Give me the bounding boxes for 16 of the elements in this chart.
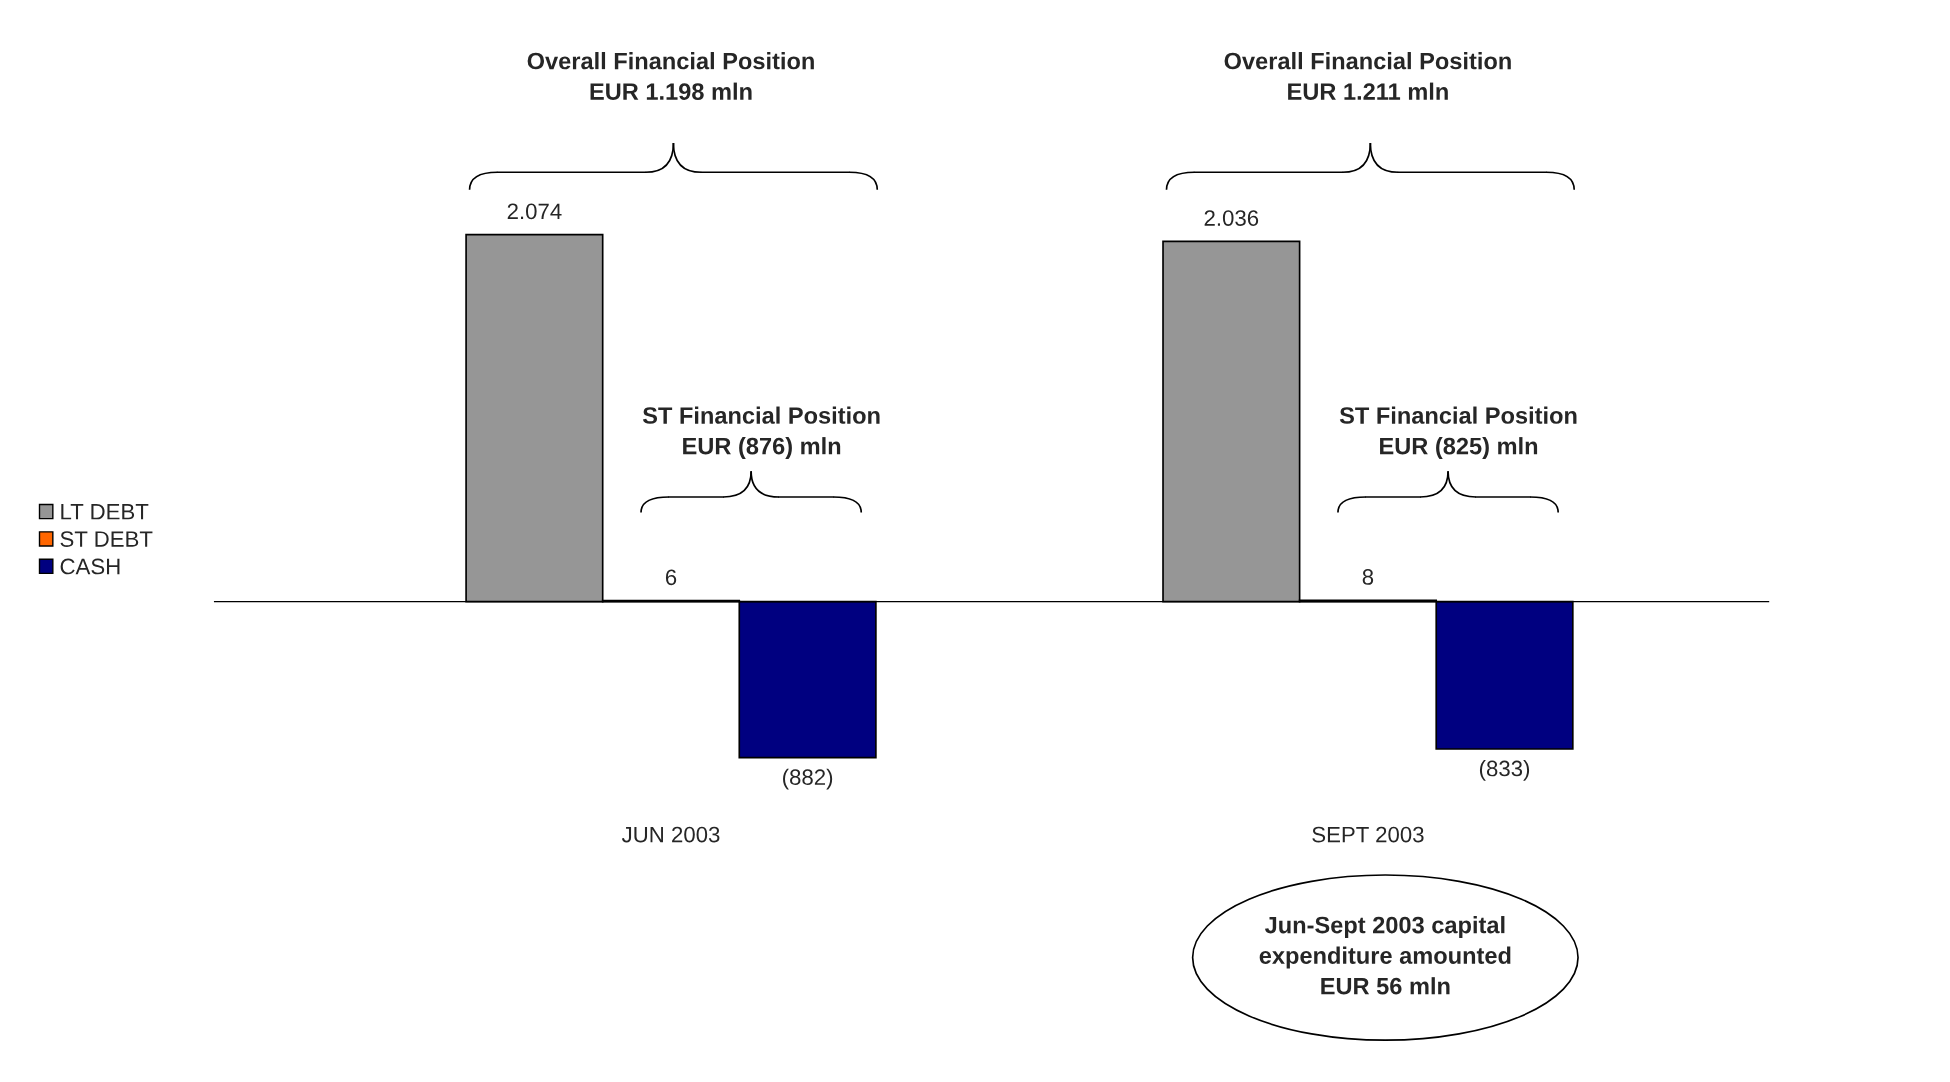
legend-label: ST DEBT [60,531,153,547]
annotation: ST Financial Position EUR (825) mln [1339,406,1577,460]
data-label: 2.074 [507,203,562,220]
annotation: ST Financial Position EUR (876) mln [642,406,880,460]
x-tick-label: SEPT 2003 [1312,826,1424,843]
legend-label: CASH [60,558,120,575]
text: Overall Financial Position EUR 1.211 mln [1224,52,1511,100]
legend-label: LT DEBT [61,504,149,520]
text: Jun-Sept 2003 capital expenditure amounted EUR 56 mln [1259,916,1511,995]
data-label: 2.036 [1204,210,1259,226]
data-label: (833) [1479,760,1530,781]
x-tick-label: JUN 2003 [621,826,720,843]
data-label: (882) [783,768,833,790]
data-label: 6 [665,569,677,586]
data-label: 8 [1362,569,1374,585]
text: Overall Financial Position EUR 1.198 mln [527,52,814,100]
